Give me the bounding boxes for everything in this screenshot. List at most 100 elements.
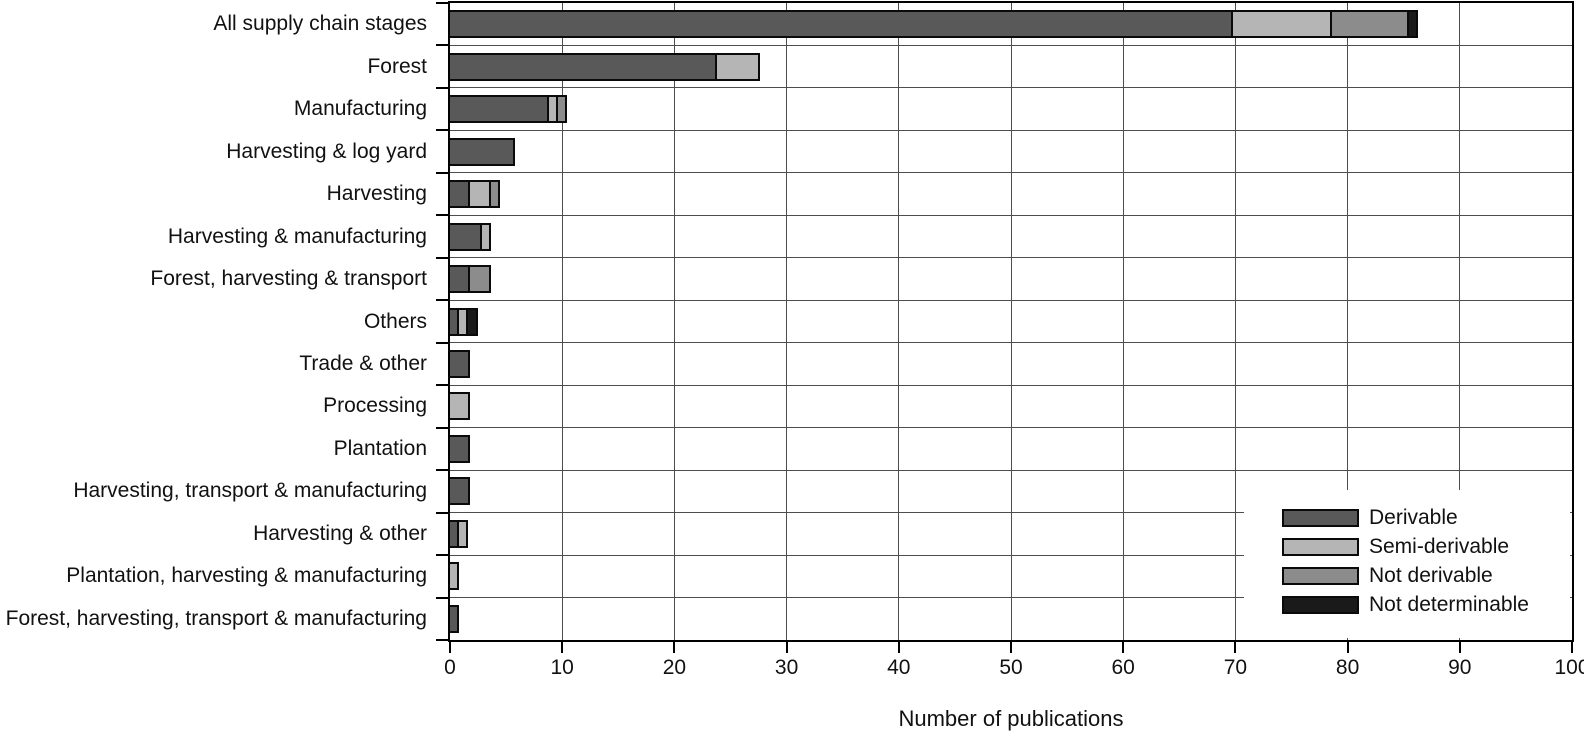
legend-item-not-determinable: Not determinable	[1244, 590, 1570, 619]
bar-segment-not-derivable	[1330, 10, 1409, 39]
x-axis-tick	[673, 642, 676, 653]
x-tick-label: 0	[444, 656, 456, 679]
y-axis-tick	[436, 129, 450, 132]
y-axis-tick	[436, 384, 450, 387]
y-axis-tick	[436, 426, 450, 429]
row-separator	[450, 257, 1572, 259]
x-axis-tick	[897, 642, 900, 653]
bar-segment-semi-derivable	[715, 52, 761, 81]
category-label: All supply chain stages	[213, 12, 427, 36]
legend-swatch-semi-derivable	[1282, 537, 1359, 556]
bar-segment-derivable	[448, 265, 471, 294]
gridline-vertical	[561, 3, 563, 640]
gridline-vertical	[1459, 3, 1461, 640]
bar-row	[448, 392, 471, 421]
category-label: Processing	[323, 394, 427, 418]
gridline-vertical	[1010, 3, 1012, 640]
category-label: Harvesting, transport & manufacturing	[73, 479, 427, 503]
bar-segment-semi-derivable	[457, 519, 469, 548]
category-label: Forest	[367, 54, 427, 78]
x-axis-tick	[1458, 642, 1461, 653]
legend-swatch-not-determinable	[1282, 595, 1359, 614]
bar-row	[448, 265, 491, 294]
bar-segment-semi-derivable	[1231, 10, 1333, 39]
bar-segment-derivable	[448, 604, 460, 633]
x-tick-label: 60	[1111, 656, 1135, 679]
bar-row	[448, 604, 460, 633]
legend-swatch-derivable	[1282, 508, 1359, 527]
bar-segment-derivable	[448, 137, 516, 166]
x-tick-label: 50	[999, 656, 1023, 679]
row-separator	[450, 214, 1572, 216]
gridline-vertical	[1234, 3, 1236, 640]
bar-segment-not-derivable	[468, 265, 491, 294]
legend-item-semi-derivable: Semi-derivable	[1244, 532, 1570, 561]
x-axis-tick	[1122, 642, 1125, 653]
gridline-vertical	[898, 3, 900, 640]
bar-row	[448, 180, 501, 209]
row-separator	[450, 512, 1572, 514]
y-axis-tick	[436, 86, 450, 89]
category-label: Plantation, harvesting & manufacturing	[66, 564, 427, 588]
x-axis-tick	[785, 642, 788, 653]
y-axis-tick	[436, 256, 450, 259]
x-tick-label: 10	[550, 656, 574, 679]
y-axis-tick	[436, 511, 450, 514]
y-axis-tick	[436, 639, 450, 641]
bar-segment-not-derivable	[488, 180, 501, 209]
bar-segment-derivable	[448, 477, 471, 506]
bar-segment-semi-derivable	[448, 562, 460, 591]
bar-row	[448, 349, 471, 378]
x-axis-tick	[1010, 642, 1012, 653]
bar-row	[448, 434, 471, 463]
bar-row	[448, 477, 471, 506]
bar-segment-derivable	[448, 95, 549, 124]
bar-segment-derivable	[448, 222, 482, 251]
bar-segment-not-derivable	[556, 95, 568, 124]
bar-row	[448, 519, 469, 548]
row-separator	[450, 299, 1572, 301]
bar-segment-derivable	[448, 349, 471, 378]
y-axis-tick	[436, 44, 450, 47]
legend-swatch-not-derivable	[1282, 566, 1359, 585]
bar-segment-derivable	[448, 10, 1234, 39]
category-label: Manufacturing	[293, 97, 427, 121]
x-tick-label: 20	[662, 656, 687, 679]
legend-item-derivable: Derivable	[1244, 503, 1570, 532]
bar-row	[448, 562, 460, 591]
bar-segment-derivable	[448, 52, 718, 81]
legend-label-semi-derivable: Semi-derivable	[1369, 534, 1510, 558]
y-axis-tick	[436, 214, 450, 217]
x-tick-label: 70	[1223, 656, 1248, 679]
category-label: Harvesting & manufacturing	[167, 224, 427, 248]
bar-row	[448, 307, 478, 336]
legend-item-not-derivable: Not derivable	[1244, 561, 1570, 590]
y-axis-tick	[436, 299, 450, 302]
x-tick-label: 80	[1335, 656, 1360, 679]
row-separator	[450, 597, 1572, 599]
y-axis-tick	[436, 469, 450, 472]
category-label: Trade & other	[299, 351, 427, 375]
bar-segment-not-determinable	[466, 307, 478, 336]
y-axis-tick	[436, 341, 450, 344]
bar-segment-not-determinable	[1406, 10, 1419, 39]
gridline-vertical	[1347, 3, 1349, 640]
bar-row	[448, 222, 491, 251]
legend-label-not-determinable: Not determinable	[1369, 592, 1529, 616]
y-axis-tick	[436, 171, 450, 174]
category-label: Harvesting & other	[253, 521, 427, 545]
x-axis-tick	[1571, 642, 1573, 653]
row-separator	[450, 469, 1572, 471]
bar-row	[448, 95, 568, 124]
y-axis-tick	[436, 596, 450, 599]
legend-label-not-derivable: Not derivable	[1369, 563, 1493, 587]
x-axis-tick	[449, 642, 451, 653]
legend: Derivable Semi-derivable Not derivable N…	[1244, 490, 1570, 638]
x-axis-title: Number of publications	[898, 706, 1124, 731]
row-separator	[450, 129, 1572, 131]
gridline-vertical	[786, 3, 788, 640]
x-tick-label: 30	[774, 656, 799, 679]
row-separator	[450, 87, 1572, 89]
category-label: Forest, harvesting & transport	[150, 267, 427, 291]
